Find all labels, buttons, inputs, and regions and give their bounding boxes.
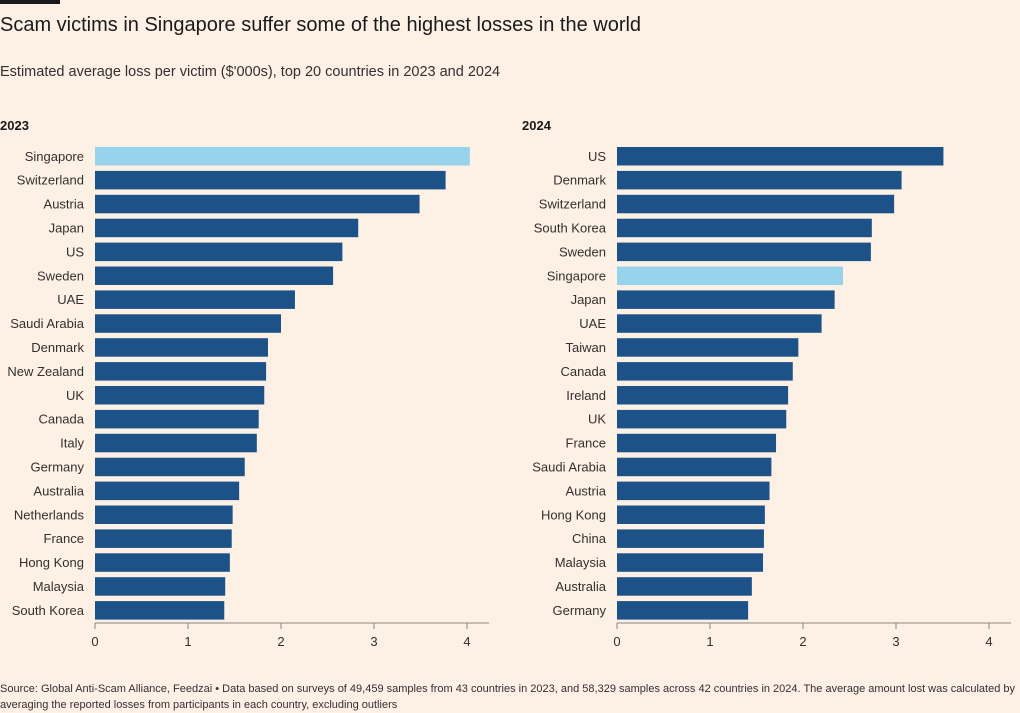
bar-2023-singapore xyxy=(95,147,470,166)
category-label-2023-germany: Germany xyxy=(31,459,85,474)
bar-2023-germany xyxy=(95,457,245,477)
category-label-2024-hong-kong: Hong Kong xyxy=(541,507,606,522)
x-tick-label-2024-2: 2 xyxy=(799,634,806,649)
category-label-2023-uae: UAE xyxy=(57,292,84,307)
bar-2023-canada xyxy=(95,409,259,429)
category-label-2023-austria: Austria xyxy=(44,197,85,212)
bar-2024-sweden xyxy=(617,242,871,262)
bar-2024-france xyxy=(617,433,777,453)
source-note: Source: Global Anti-Scam Alliance, Feedz… xyxy=(0,683,1016,711)
category-label-2023-saudi-arabia: Saudi Arabia xyxy=(10,316,84,331)
bar-2024-hong-kong xyxy=(617,505,765,524)
category-label-2023-france: France xyxy=(44,531,84,546)
bar-2023-japan xyxy=(95,218,359,238)
bar-2024-ireland xyxy=(617,386,789,405)
category-label-2024-canada: Canada xyxy=(560,364,606,379)
bar-2024-saudi-arabia xyxy=(617,457,772,477)
x-tick-label-2024-3: 3 xyxy=(892,634,899,649)
category-label-2023-italy: Italy xyxy=(60,436,84,451)
category-label-2023-sweden: Sweden xyxy=(37,268,84,283)
bar-2024-denmark xyxy=(617,170,902,190)
category-label-2023-japan: Japan xyxy=(49,220,84,235)
category-label-2024-ireland: Ireland xyxy=(566,388,606,403)
bar-2023-austria xyxy=(95,194,420,214)
x-tick-label-2024-4: 4 xyxy=(985,634,992,649)
category-label-2023-south-korea: South Korea xyxy=(12,603,85,618)
bar-2024-austria xyxy=(617,481,770,501)
bar-2024-uk xyxy=(617,409,787,429)
category-label-2024-denmark: Denmark xyxy=(553,173,606,188)
x-tick-label-2023-4: 4 xyxy=(463,634,470,649)
bar-2023-south-korea xyxy=(95,601,225,620)
panel-title-2023: 2023 xyxy=(0,118,29,133)
x-tick-label-2024-1: 1 xyxy=(706,634,713,649)
category-label-2023-malaysia: Malaysia xyxy=(33,579,85,594)
category-label-2023-hong-kong: Hong Kong xyxy=(19,555,84,570)
bar-2024-singapore xyxy=(617,266,843,285)
category-label-2024-australia: Australia xyxy=(555,579,606,594)
category-label-2024-uae: UAE xyxy=(579,316,606,331)
bar-2024-us xyxy=(617,147,944,166)
category-label-2024-china: China xyxy=(572,531,607,546)
bar-2023-uk xyxy=(95,386,265,405)
bar-2024-australia xyxy=(617,577,752,596)
x-tick-label-2023-1: 1 xyxy=(184,634,191,649)
category-label-2023-us: US xyxy=(66,244,84,259)
bar-2024-taiwan xyxy=(617,338,799,357)
bar-2023-uae xyxy=(95,290,295,309)
category-label-2024-south-korea: South Korea xyxy=(534,220,607,235)
category-label-2024-france: France xyxy=(566,436,606,451)
bar-2024-germany xyxy=(617,601,749,620)
panel-title-2024: 2024 xyxy=(522,118,551,133)
category-label-2024-switzerland: Switzerland xyxy=(539,197,606,212)
category-label-2023-singapore: Singapore xyxy=(25,149,84,164)
category-label-2024-uk: UK xyxy=(588,412,606,427)
category-label-2024-sweden: Sweden xyxy=(559,244,606,259)
bar-2023-netherlands xyxy=(95,505,233,524)
bar-2023-new-zealand xyxy=(95,362,267,381)
bar-2024-uae xyxy=(617,314,822,333)
category-label-2023-switzerland: Switzerland xyxy=(17,173,84,188)
x-tick-label-2023-2: 2 xyxy=(277,634,284,649)
x-tick-label-2023-3: 3 xyxy=(370,634,377,649)
x-tick-label-2024-0: 0 xyxy=(613,634,620,649)
category-label-2024-taiwan: Taiwan xyxy=(566,340,606,355)
bar-2024-japan xyxy=(617,290,835,309)
bar-2023-switzerland xyxy=(95,170,446,190)
category-label-2024-japan: Japan xyxy=(571,292,606,307)
bar-2024-south-korea xyxy=(617,218,872,238)
bar-2023-malaysia xyxy=(95,577,226,596)
category-label-2024-us: US xyxy=(588,149,606,164)
bar-2024-malaysia xyxy=(617,553,764,572)
chart-title: Scam victims in Singapore suffer some of… xyxy=(0,14,642,36)
brand-bar xyxy=(0,0,60,4)
category-label-2023-australia: Australia xyxy=(33,483,84,498)
bar-2023-saudi-arabia xyxy=(95,314,281,333)
category-label-2024-austria: Austria xyxy=(566,483,607,498)
x-tick-label-2023-0: 0 xyxy=(91,634,98,649)
category-label-2023-denmark: Denmark xyxy=(31,340,84,355)
bar-2024-china xyxy=(617,529,764,548)
category-label-2024-singapore: Singapore xyxy=(547,268,606,283)
bar-2023-italy xyxy=(95,433,257,453)
category-label-2023-netherlands: Netherlands xyxy=(14,507,85,522)
bar-2023-australia xyxy=(95,481,240,501)
bar-2023-sweden xyxy=(95,266,334,285)
bar-2023-denmark xyxy=(95,338,268,357)
bar-2023-france xyxy=(95,529,232,548)
chart-subtitle: Estimated average loss per victim ($'000… xyxy=(0,64,501,80)
category-label-2023-canada: Canada xyxy=(38,412,84,427)
category-label-2024-malaysia: Malaysia xyxy=(555,555,607,570)
bar-2024-switzerland xyxy=(617,194,895,214)
bar-2024-canada xyxy=(617,362,793,381)
category-label-2024-germany: Germany xyxy=(553,603,607,618)
bar-2023-hong-kong xyxy=(95,553,230,572)
bar-2023-us xyxy=(95,242,343,262)
category-label-2024-saudi-arabia: Saudi Arabia xyxy=(532,459,606,474)
category-label-2023-new-zealand: New Zealand xyxy=(7,364,84,379)
category-label-2023-uk: UK xyxy=(66,388,84,403)
